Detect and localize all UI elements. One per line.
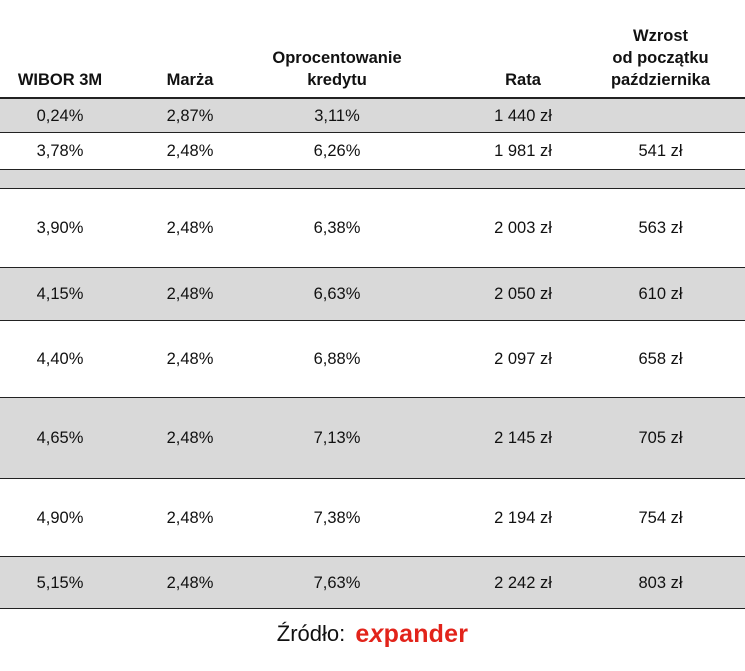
cell-oprocentowanie: 6,26%	[313, 142, 361, 160]
cell-oprocentowanie: 7,63%	[313, 573, 361, 592]
cell-wibor: 4,15%	[36, 285, 84, 303]
cell-wibor: 3,90%	[36, 219, 84, 237]
cell-wzrost: 754 zł	[638, 508, 683, 527]
cell-rata: 2 097 zł	[494, 350, 552, 368]
table-row: 4,65% 2,48% 7,13% 2 145 zł 705 zł	[0, 398, 745, 479]
header-marza: Marża	[166, 71, 214, 89]
table-row: 3,78% 2,48% 6,26% 1 981 zł 541 zł	[0, 133, 745, 170]
table-row: 0,24% 2,87% 3,11% 1 440 zł	[0, 97, 745, 133]
cell-marza: 2,48%	[166, 508, 214, 527]
cell-rata: 1 981 zł	[494, 142, 552, 160]
cell-wzrost: 658 zł	[638, 350, 683, 368]
cell-marza: 2,87%	[166, 106, 214, 125]
table-row: 4,15% 2,48% 6,63% 2 050 zł 610 zł	[0, 268, 745, 321]
header-rata: Rata	[505, 71, 541, 89]
source-footer: Źródło: expander	[0, 618, 745, 649]
cell-rata: 2 194 zł	[494, 508, 552, 527]
cell-rata: 2 145 zł	[494, 429, 552, 447]
table-row: 4,90% 2,48% 7,38% 2 194 zł 754 zł	[0, 479, 745, 557]
cell-oprocentowanie: 6,88%	[313, 350, 361, 368]
cell-wzrost: 563 zł	[638, 219, 683, 237]
cell-wzrost: 541 zł	[638, 142, 683, 160]
cell-wzrost: 803 zł	[638, 573, 683, 592]
cell-oprocentowanie: 6,63%	[313, 285, 361, 303]
cell-wibor: 0,24%	[36, 106, 84, 125]
header-wzrost: Wzrost od początku października	[610, 27, 711, 89]
source-label: Źródło:	[276, 621, 346, 647]
cell-wibor: 4,40%	[36, 350, 84, 368]
cell-rata: 2 050 zł	[494, 285, 552, 303]
cell-wibor: 4,90%	[36, 508, 84, 527]
table-row: 4,40% 2,48% 6,88% 2 097 zł 658 zł	[0, 321, 745, 398]
cell-wibor: 3,78%	[36, 142, 84, 160]
cell-wzrost: 705 zł	[638, 429, 683, 447]
table-header: WIBOR 3M Marża Oprocentowanie kredytu Ra…	[0, 0, 745, 97]
brand-prefix: e	[355, 620, 370, 649]
brand-rest: pander	[383, 620, 469, 649]
cell-marza: 2,48%	[166, 142, 214, 160]
separator-row	[0, 170, 745, 189]
cell-wibor: 5,15%	[36, 573, 84, 592]
cell-marza: 2,48%	[166, 285, 214, 303]
cell-oprocentowanie: 7,38%	[313, 508, 361, 527]
expander-logo: expander	[355, 619, 468, 649]
cell-marza: 2,48%	[166, 219, 214, 237]
cell-wibor: 4,65%	[36, 429, 84, 447]
table-row: 5,15% 2,48% 7,63% 2 242 zł 803 zł	[0, 557, 745, 609]
header-wibor: WIBOR 3M	[17, 71, 103, 89]
cell-marza: 2,48%	[166, 350, 214, 368]
brand-x: x	[369, 620, 384, 649]
table-row: 3,90% 2,48% 6,38% 2 003 zł 563 zł	[0, 189, 745, 268]
cell-oprocentowanie: 3,11%	[314, 106, 360, 125]
cell-rata: 1 440 zł	[494, 106, 552, 125]
cell-rata: 2 003 zł	[494, 219, 552, 237]
cell-marza: 2,48%	[166, 429, 214, 447]
cell-marza: 2,48%	[166, 573, 214, 592]
header-oprocentowanie: Oprocentowanie kredytu	[272, 49, 402, 89]
cell-oprocentowanie: 7,13%	[313, 429, 361, 447]
cell-wzrost: 610 zł	[638, 285, 683, 303]
cell-oprocentowanie: 6,38%	[313, 219, 361, 237]
cell-rata: 2 242 zł	[494, 573, 552, 592]
